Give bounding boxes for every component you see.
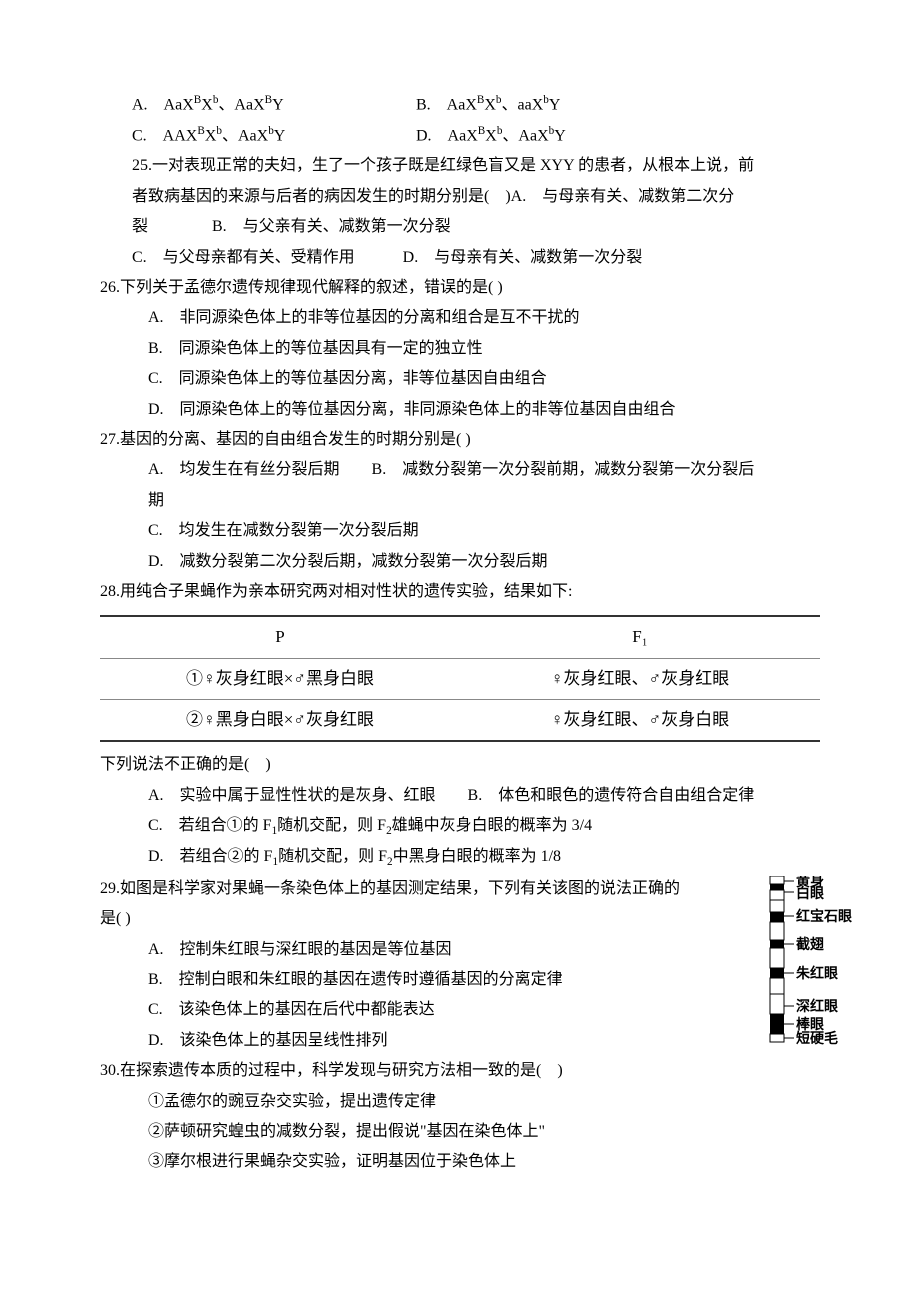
q24-option-row1: A. AaXBXb、AaXBY B. AaXBXb、aaXbY — [100, 90, 820, 121]
gene-label-5: 深红眼 — [796, 998, 838, 1015]
q29-option-c: C. 该染色体上的基因在后代中都能表达 — [100, 995, 680, 1025]
q24-option-b: B. AaXBXb、aaXbY — [416, 90, 560, 121]
q26-option-c: C. 同源染色体上的等位基因分离，非等位基因自由组合 — [100, 364, 820, 394]
q26-option-d: D. 同源染色体上的等位基因分离，非同源染色体上的非等位基因自由组合 — [100, 395, 820, 425]
gene-label-2: 红宝石眼 — [796, 908, 852, 925]
q25-option-cd: C. 与父母亲都有关、受精作用 D. 与母亲有关、减数第一次分裂 — [100, 243, 820, 273]
q30-item-1: ①孟德尔的豌豆杂交实验，提出遗传定律 — [100, 1087, 820, 1117]
table-header-p: P — [100, 616, 460, 658]
q30-item-2: ②萨顿研究蝗虫的减数分裂，提出假说"基因在染色体上" — [100, 1117, 820, 1147]
table-header-f1: F₁ — [460, 616, 820, 658]
q29-option-d: D. 该染色体上的基因呈线性排列 — [100, 1026, 680, 1056]
q28-cross-table: P F₁ ①♀灰身红眼×♂黑身白眼 ♀灰身红眼、♂灰身红眼 ②♀黑身白眼×♂灰身… — [100, 615, 820, 742]
q29-stem-line2: 是( ) — [100, 904, 680, 934]
q30-item-3: ③摩尔根进行果蝇杂交实验，证明基因位于染色体上 — [100, 1147, 820, 1177]
gene-label-3: 截翅 — [796, 936, 824, 953]
q29-stem-line1: 29.如图是科学家对果蝇一条染色体上的基因测定结果，下列有关该图的说法正确的 — [100, 874, 680, 904]
chromosome-svg: 黄身 白眼 红宝石眼 截翅 朱红眼 深红眼 棒眼 短硬毛 — [760, 876, 890, 1066]
q25-stem-line3: 裂 B. 与父亲有关、减数第一次分裂 — [100, 212, 820, 242]
q24-option-a: A. AaXBXb、AaXBY — [132, 90, 412, 121]
q24-option-row2: C. AAXBXb、AaXbY D. AaXBXb、AaXbY — [100, 121, 820, 152]
q24-option-c: C. AAXBXb、AaXbY — [132, 121, 412, 152]
q27-option-d: D. 减数分裂第二次分裂后期，减数分裂第一次分裂后期 — [100, 547, 820, 577]
table-row1-p: ①♀灰身红眼×♂黑身白眼 — [100, 658, 460, 699]
exam-page: A. AaXBXb、AaXBY B. AaXBXb、aaXbY C. AAXBX… — [0, 0, 920, 1238]
q26-option-a: A. 非同源染色体上的非等位基因的分离和组合是互不干扰的 — [100, 303, 820, 333]
q24-option-d: D. AaXBXb、AaXbY — [416, 121, 566, 152]
table-row1-f1: ♀灰身红眼、♂灰身红眼 — [460, 658, 820, 699]
q27-option-a-cont: 期 — [100, 486, 820, 516]
q29-option-a: A. 控制朱红眼与深红眼的基因是等位基因 — [100, 935, 680, 965]
q26-option-b: B. 同源染色体上的等位基因具有一定的独立性 — [100, 334, 820, 364]
chromosome-bands-icon — [770, 876, 784, 1042]
gene-label-1: 白眼 — [796, 885, 824, 902]
gene-label-6: 棒眼 — [796, 1016, 824, 1033]
q29-block: 29.如图是科学家对果蝇一条染色体上的基因测定结果，下列有关该图的说法正确的 是… — [100, 874, 820, 1056]
q28-after: 下列说法不正确的是( ) — [100, 750, 820, 780]
q28-stem: 28.用纯合子果蝇作为亲本研究两对相对性状的遗传实验，结果如下: — [100, 577, 820, 607]
q30-stem: 30.在探索遗传本质的过程中，科学发现与研究方法相一致的是( ) — [100, 1056, 820, 1086]
q25-stem-line1: 25.一对表现正常的夫妇，生了一个孩子既是红绿色盲又是 XYY 的患者，从根本上… — [100, 151, 820, 181]
q27-option-c: C. 均发生在减数分裂第一次分裂后期 — [100, 516, 820, 546]
chromosome-diagram: 黄身 白眼 红宝石眼 截翅 朱红眼 深红眼 棒眼 短硬毛 — [760, 876, 880, 1074]
gene-labels-group: 黄身 白眼 红宝石眼 截翅 朱红眼 深红眼 棒眼 短硬毛 — [784, 876, 852, 1047]
q26-stem: 26.下列关于孟德尔遗传规律现代解释的叙述，错误的是( ) — [100, 273, 820, 303]
q28-option-ab: A. 实验中属于显性性状的是灰身、红眼 B. 体色和眼色的遗传符合自由组合定律 — [100, 781, 820, 811]
q28-option-c: C. 若组合①的 F1随机交配，则 F2雄蝇中灰身白眼的概率为 3/4 — [100, 811, 820, 842]
q25-stem-line2: 者致病基因的来源与后者的病因发生的时期分别是( )A. 与母亲有关、减数第二次分 — [100, 182, 820, 212]
q28-option-d: D. 若组合②的 F1随机交配，则 F2中黑身白眼的概率为 1/8 — [100, 842, 820, 873]
q29-option-b: B. 控制白眼和朱红眼的基因在遗传时遵循基因的分离定律 — [100, 965, 680, 995]
q27-option-a: A. 均发生在有丝分裂后期 B. 减数分裂第一次分裂前期，减数分裂第一次分裂后 — [100, 455, 820, 485]
gene-label-4: 朱红眼 — [796, 965, 838, 982]
gene-label-7: 短硬毛 — [796, 1030, 838, 1047]
table-row2-p: ②♀黑身白眼×♂灰身红眼 — [100, 699, 460, 741]
q27-stem: 27.基因的分离、基因的自由组合发生的时期分别是( ) — [100, 425, 820, 455]
table-row2-f1: ♀灰身红眼、♂灰身白眼 — [460, 699, 820, 741]
